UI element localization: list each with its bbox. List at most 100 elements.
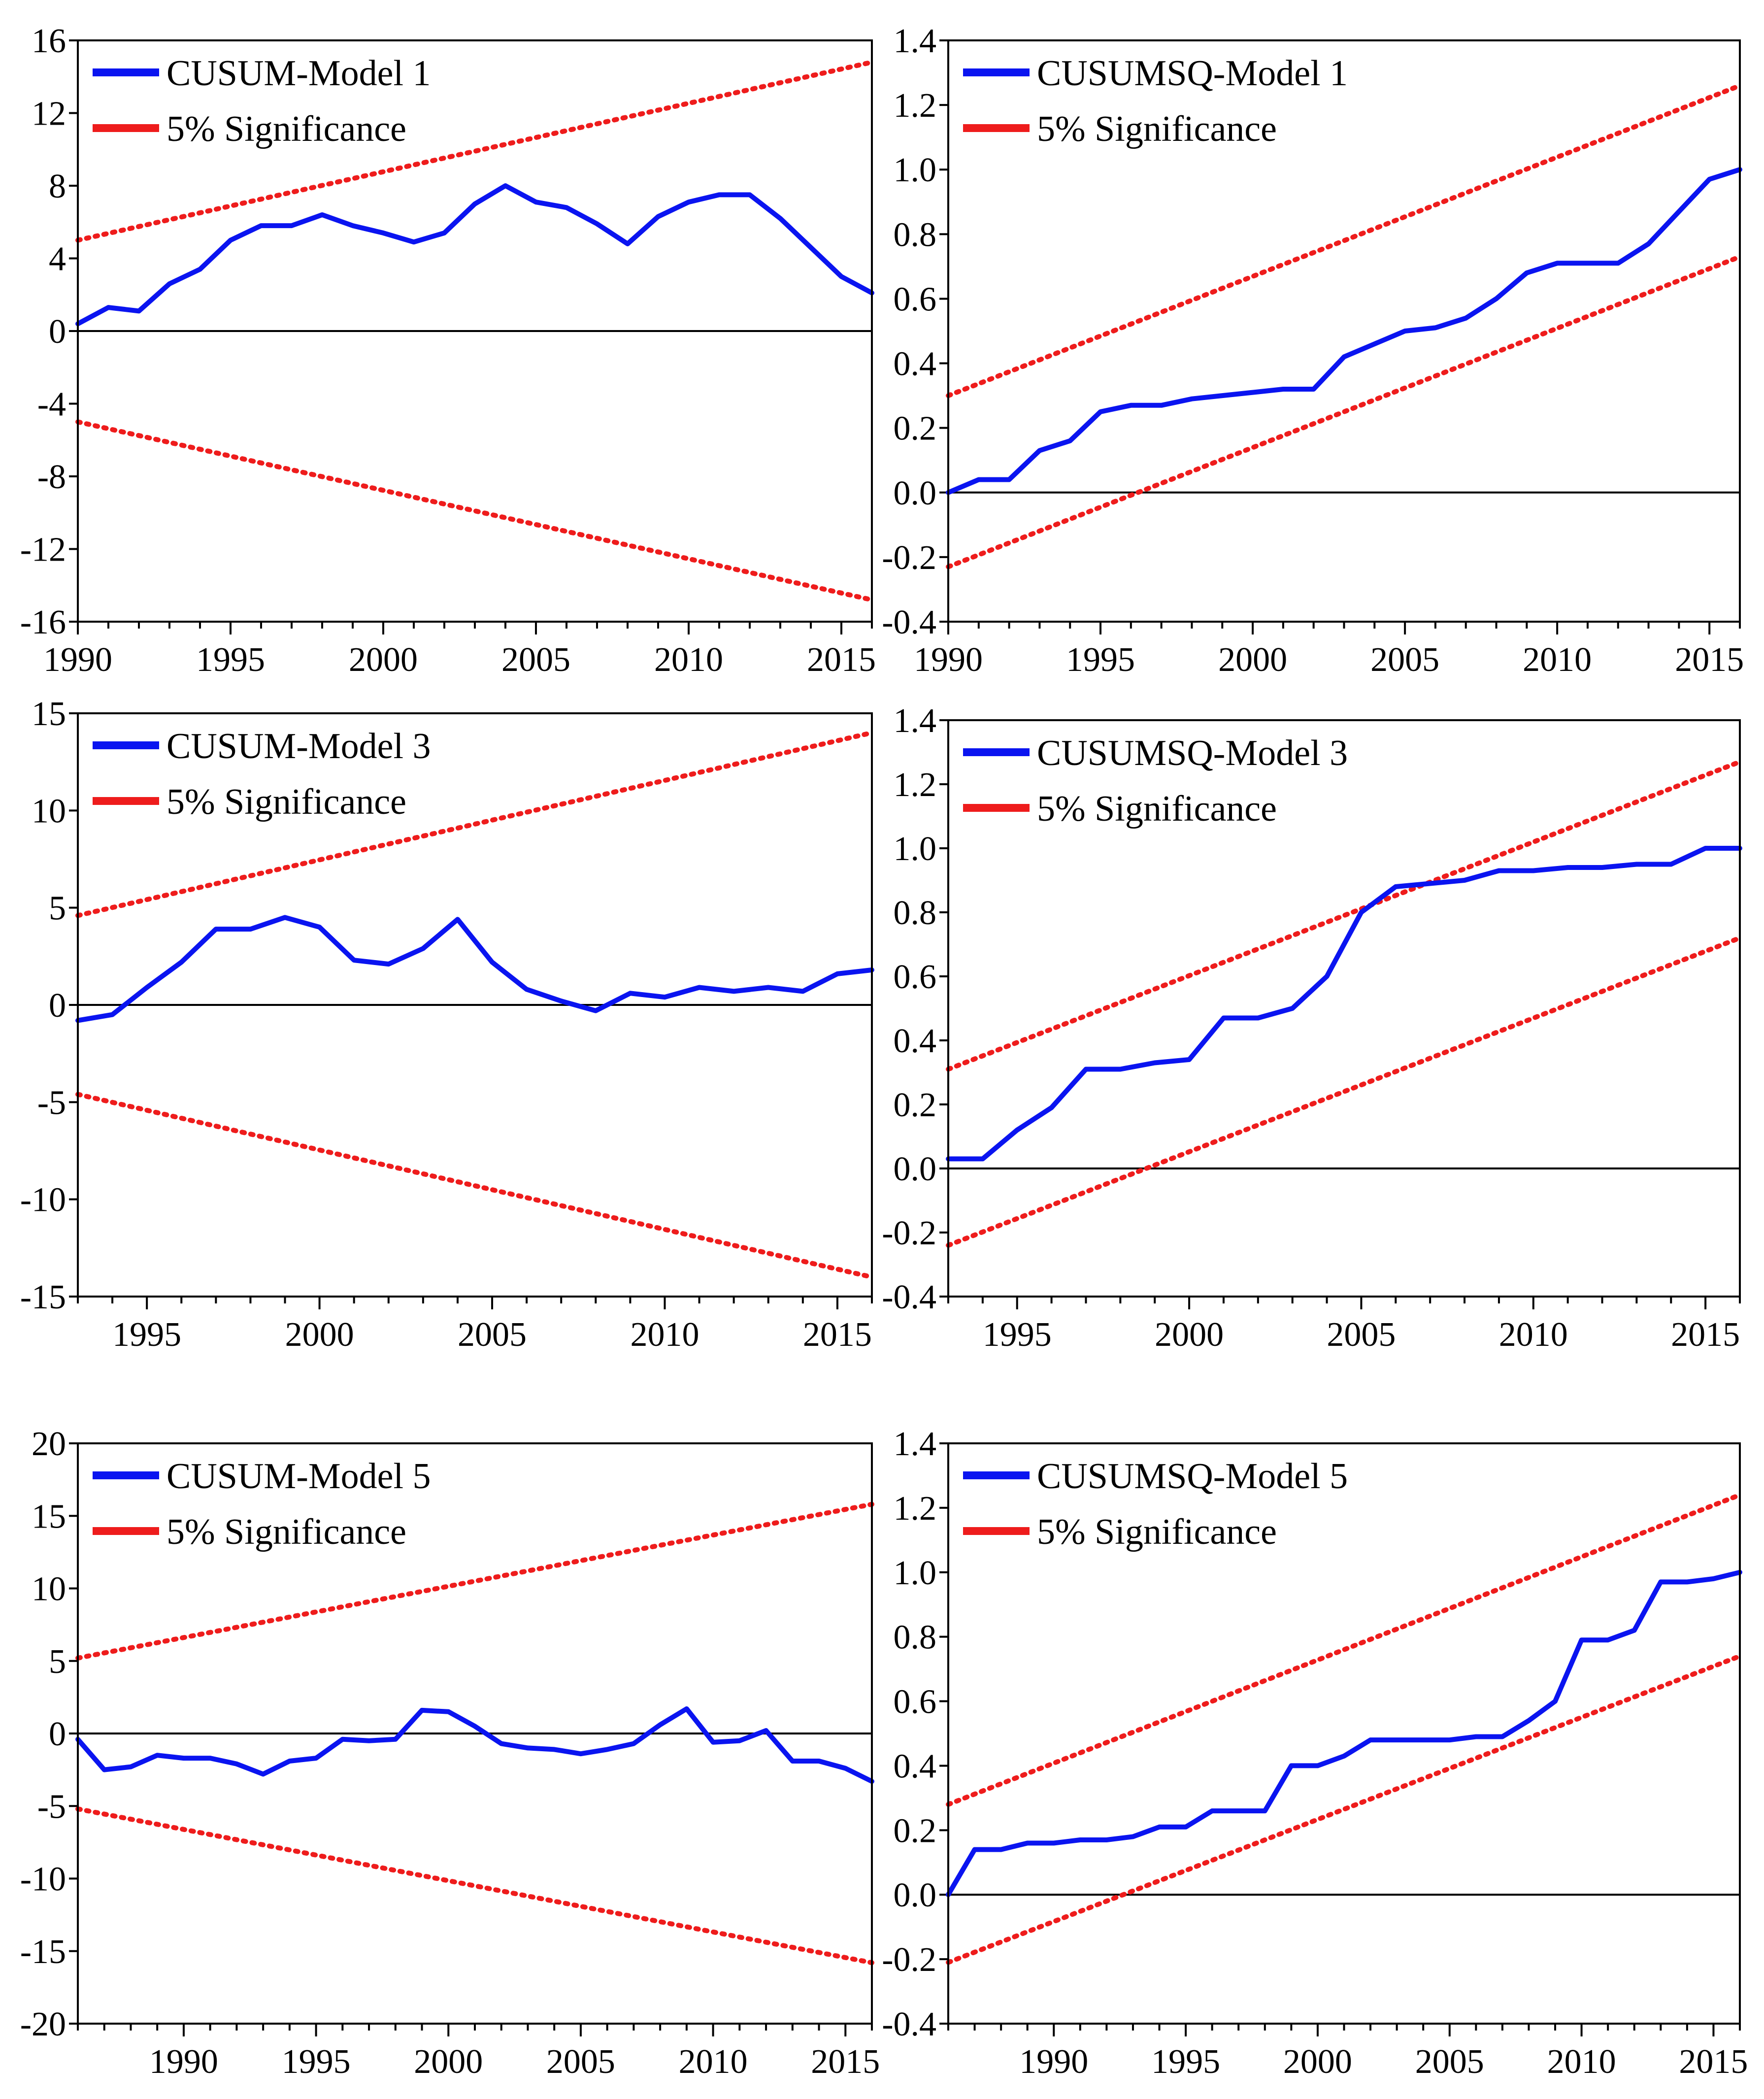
y-tick-label: 10: [32, 1570, 66, 1608]
significance-lower-bound: [946, 935, 1742, 1248]
x-tick-label: 2010: [1523, 641, 1592, 679]
legend-label-series: CUSUMSQ-Model 3: [1037, 733, 1348, 773]
plot-frame: [947, 39, 1741, 623]
legend: CUSUM-Model 5 5% Significance: [93, 1456, 431, 1552]
y-tick-label: 8: [49, 167, 66, 205]
x-tick-label: 2005: [501, 641, 570, 679]
y-tick-label: 0.0: [894, 1876, 937, 1914]
y-tick-label: -10: [20, 1861, 66, 1899]
significance-lower-bound: [946, 1653, 1742, 1965]
significance-upper-bound: [946, 83, 1742, 399]
y-tick-label: -8: [37, 458, 66, 496]
y-tick-label: 1.0: [894, 151, 937, 189]
series-line: [946, 846, 1742, 1162]
legend-label-series: CUSUM-Model 5: [166, 1456, 431, 1497]
y-tick-label: 0.2: [894, 1086, 937, 1124]
x-tick-label: 1995: [1066, 641, 1135, 679]
y-tick-label: -4: [37, 386, 66, 424]
legend-label-significance: 5% Significance: [166, 782, 406, 822]
x-tick-label: 2000: [349, 641, 418, 679]
x-tick-label: 1995: [983, 1316, 1052, 1354]
legend-label-significance: 5% Significance: [1037, 789, 1277, 829]
significance-lower-bound: [75, 419, 874, 602]
y-tick-label: 0.8: [894, 216, 937, 254]
legend: CUSUMSQ-Model 3 5% Significance: [963, 733, 1348, 829]
y-tick-label: 16: [32, 22, 66, 60]
y-tick-label: 15: [32, 695, 66, 733]
y-tick-label: 0.0: [894, 1150, 937, 1188]
x-tick-label: 2010: [654, 641, 723, 679]
legend: CUSUM-Model 3 5% Significance: [93, 726, 431, 822]
y-tick-label: 15: [32, 1498, 66, 1535]
y-tick-label: 0.4: [894, 1747, 937, 1785]
y-tick-label: 0.2: [894, 1812, 937, 1850]
y-tick-label: 1.2: [894, 1490, 937, 1528]
y-tick-label: -10: [20, 1181, 66, 1219]
y-tick-label: 1.4: [894, 702, 937, 740]
y-tick-label: -15: [20, 1278, 66, 1316]
plot-frame: [77, 1442, 873, 2025]
y-tick-label: 1.2: [894, 87, 937, 125]
x-tick-label: 2010: [1499, 1316, 1568, 1354]
legend: CUSUMSQ-Model 1 5% Significance: [963, 53, 1348, 149]
series-line: [75, 183, 874, 327]
significance-lower-bound: [75, 1092, 874, 1280]
x-tick-label: 2000: [1283, 2043, 1352, 2081]
x-tick-label: 1995: [196, 641, 265, 679]
y-tick-label: -12: [20, 531, 66, 569]
y-tick-label: 10: [32, 792, 66, 830]
x-tick-label: 2010: [630, 1316, 699, 1354]
y-tick-label: -0.2: [882, 539, 936, 577]
legend-label-series: CUSUM-Model 3: [166, 726, 431, 766]
significance-upper-bound: [75, 60, 874, 243]
y-tick-label: -16: [20, 603, 66, 641]
significance-upper-bound: [75, 730, 874, 918]
y-tick-label: 12: [32, 95, 66, 133]
x-tick-label: 1990: [914, 641, 983, 679]
x-tick-label: 2015: [1671, 1316, 1740, 1354]
legend-label-series: CUSUMSQ-Model 5: [1037, 1456, 1348, 1497]
cusumsq-model-5-chart: 1.4 1.2 1.0 0.8 0.6 0.4 0.2 0.0 -0.2 -0.4 1990 1995…: [882, 1425, 1748, 2081]
x-tick-label: 1995: [282, 2043, 351, 2081]
y-tick-label: 1.4: [894, 1425, 937, 1463]
x-tick-label: 2005: [1327, 1316, 1396, 1354]
x-tick-label: 2000: [285, 1316, 354, 1354]
legend-label-series: CUSUMSQ-Model 1: [1037, 53, 1348, 94]
significance-upper-bound: [75, 1501, 874, 1661]
y-tick-label: 5: [49, 890, 66, 928]
significance-upper-bound: [946, 1492, 1742, 1807]
y-tick-label: 0.6: [894, 1683, 937, 1721]
x-tick-label: 2010: [1547, 2043, 1616, 2081]
y-tick-label: 1.0: [894, 1554, 937, 1592]
x-tick-label: 1995: [1151, 2043, 1220, 2081]
legend-label-significance: 5% Significance: [166, 1512, 406, 1552]
plot-frame: [947, 1442, 1741, 2025]
x-tick-label: 2015: [811, 2043, 880, 2081]
y-tick-label: -5: [37, 1788, 66, 1826]
y-tick-label: 0.8: [894, 1619, 937, 1657]
y-tick-label: -0.2: [882, 1941, 936, 1979]
significance-lower-bound: [946, 254, 1742, 569]
y-tick-label: 0.4: [894, 1022, 937, 1060]
legend-label-significance: 5% Significance: [1037, 1512, 1277, 1552]
y-tick-label: 0.2: [894, 410, 937, 448]
y-tick-label: 0.8: [894, 894, 937, 932]
x-tick-label: 2000: [1218, 641, 1287, 679]
legend: CUSUMSQ-Model 5 5% Significance: [963, 1456, 1348, 1552]
y-tick-label: 0: [49, 313, 66, 351]
y-tick-label: 4: [49, 240, 66, 278]
significance-upper-bound: [946, 759, 1742, 1072]
plot-frame: [77, 39, 873, 623]
x-tick-label: 2015: [803, 1316, 872, 1354]
y-tick-label: -5: [37, 1084, 66, 1122]
y-tick-label: 0.4: [894, 345, 937, 383]
plot-frame: [77, 712, 873, 1298]
legend: CUSUM-Model 1 5% Significance: [93, 53, 431, 149]
y-tick-label: 1.4: [894, 22, 937, 60]
x-tick-label: 1995: [112, 1316, 181, 1354]
y-tick-label: 0: [49, 1715, 66, 1753]
y-tick-label: 0.0: [894, 474, 937, 512]
